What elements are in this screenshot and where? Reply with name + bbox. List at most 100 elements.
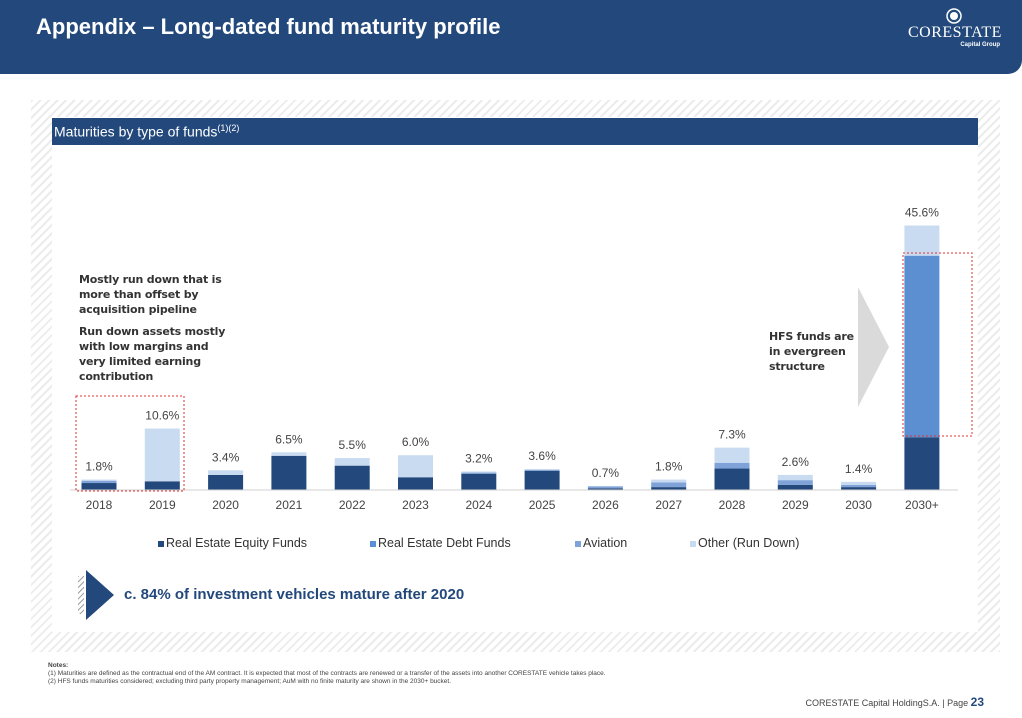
x-tick-2030: 2030 (845, 498, 872, 512)
header-bar: Appendix – Long-dated fund maturity prof… (0, 0, 1022, 74)
left-annotation-1: Mostly run down that is more than offset… (79, 272, 222, 317)
bar-aviation-2026 (587, 486, 623, 489)
total-label-2023: 6.0% (402, 435, 430, 449)
bar-aviation-2030 (841, 484, 877, 488)
right-annotation-line: structure (769, 360, 825, 373)
legend-label-aviation: Aviation (583, 536, 628, 550)
x-tick-2024: 2024 (465, 498, 492, 512)
x-tick-2025: 2025 (529, 498, 556, 512)
left-annotation-line: very limited earning (79, 355, 201, 368)
bar-aviation-2029 (777, 480, 813, 485)
bar-aviation-2025 (524, 469, 560, 471)
bar-real-estate-equity-funds-2030 (904, 437, 940, 490)
highlight-box-2018 (75, 395, 185, 492)
bar-other-run-down-2020 (208, 470, 244, 475)
x-tick-2029: 2029 (782, 498, 809, 512)
legend-item-equity: Real Estate Equity Funds (158, 536, 307, 550)
bar-real-estate-equity-funds-2030 (841, 487, 877, 490)
bar-other-run-down-2028 (714, 447, 750, 463)
logo-name: CORESTATE (908, 24, 1002, 41)
bar-real-estate-equity-funds-2029 (777, 484, 813, 490)
x-tick-2023: 2023 (402, 498, 429, 512)
bar-real-estate-equity-funds-2024 (461, 473, 497, 490)
total-labels: 1.8% 10.6% 3.4% 6.5% 5.5% 6.0% 3.2% 3.6% 0.7% 1.8… (85, 206, 939, 480)
page-number: 23 (970, 695, 984, 709)
bar-aviation-2018 (81, 480, 117, 484)
chart-legend: Real Estate Equity Funds Real Estate Deb… (0, 536, 1022, 552)
legend-swatch-equity (158, 540, 164, 547)
legend-swatch-other (690, 540, 696, 547)
bar-other-run-down-2030 (904, 225, 940, 256)
total-label-2022: 5.5% (339, 438, 367, 452)
bar-other-run-down-2021 (271, 452, 307, 456)
left-annotation-line: Run down assets mostly (79, 325, 226, 338)
total-label-2018: 1.8% (85, 460, 113, 474)
bar-other-run-down-2018 (81, 479, 117, 481)
bar-real-estate-equity-funds-2026 (587, 488, 623, 490)
right-annotation-line: in evergreen (769, 345, 846, 358)
footnote-1: (1) Maturities are defined as the contra… (48, 670, 606, 677)
logo-circle-icon (946, 8, 962, 24)
total-label-2030: 1.4% (845, 462, 873, 476)
section-title-text: Maturities by type of funds (54, 123, 218, 140)
legend-label-debt: Real Estate Debt Funds (378, 536, 511, 550)
x-tick-2018: 2018 (86, 498, 113, 512)
left-annotation-2: Run down assets mostly with low margins … (79, 324, 225, 384)
x-tick-2021: 2021 (276, 498, 303, 512)
x-tick-labels: 2018 2019 2020 2021 2022 2023 2024 2025 2026 2027… (86, 498, 939, 512)
bar-aviation-2028 (714, 462, 750, 469)
x-tick-2022: 2022 (339, 498, 366, 512)
total-label-2028: 7.3% (718, 428, 746, 442)
bar-real-estate-debt-funds-2030 (904, 255, 940, 438)
corestate-logo: CORESTATE Capital Group (908, 8, 1002, 49)
bar-real-estate-equity-funds-2018 (81, 483, 117, 490)
legend-swatch-aviation (575, 540, 581, 547)
legend-label-equity: Real Estate Equity Funds (166, 536, 308, 550)
left-annotation-line: contribution (79, 370, 154, 383)
chart-panel (52, 117, 978, 632)
bar-real-estate-equity-funds-2020 (208, 474, 244, 490)
bar-other-run-down-2023 (398, 455, 433, 478)
total-label-2025: 3.6% (528, 449, 556, 463)
left-annotation-line: more than offset by (79, 288, 199, 301)
bar-aviation-2027 (651, 482, 687, 488)
section-footnote-ref: (1)(2) (217, 123, 240, 133)
right-annotation: HFS funds are in evergreen structure (769, 329, 854, 374)
bar-other-run-down-2019 (144, 428, 180, 482)
total-label-2027: 1.8% (655, 460, 683, 474)
section-header: Maturities by type of funds(1)(2) (52, 118, 978, 145)
bar-real-estate-equity-funds-2027 (651, 487, 687, 490)
right-annotation-line: HFS funds are (769, 330, 854, 343)
bar-group (81, 225, 940, 490)
footer: CORESTATE Capital HoldingS.A. | Page 23 (806, 695, 984, 709)
total-label-2021: 6.5% (275, 432, 303, 446)
x-tick-2026: 2026 (592, 498, 619, 512)
highlight-box-2030-plus (902, 252, 973, 437)
bar-real-estate-equity-funds-2021 (271, 455, 307, 490)
callout-chevron-icon (78, 570, 114, 620)
notes-title: Notes: (48, 662, 69, 669)
left-annotation-line: acquisition pipeline (79, 303, 197, 316)
bar-aviation-2024 (461, 472, 497, 474)
bar-other-run-down-2030 (841, 481, 877, 485)
arrow-right-icon (858, 287, 889, 407)
left-annotation-line: Mostly run down that is (79, 273, 222, 286)
total-label-2024: 3.2% (465, 451, 493, 465)
bar-other-run-down-2026 (587, 485, 623, 487)
bar-real-estate-equity-funds-2022 (334, 465, 370, 490)
bar-other-run-down-2025 (524, 469, 560, 470)
footnote-2: (2) HFS funds maturities considered; exc… (48, 678, 452, 685)
total-label-2019: 10.6% (145, 409, 179, 423)
legend-item-debt: Real Estate Debt Funds (370, 536, 511, 550)
legend-item-other: Other (Run Down) (690, 536, 799, 550)
legend-label-other: Other (Run Down) (698, 536, 800, 550)
x-tick-2020: 2020 (212, 498, 239, 512)
bar-real-estate-equity-funds-2019 (144, 481, 180, 490)
total-label-2026: 0.7% (592, 466, 620, 480)
page-title: Appendix – Long-dated fund maturity prof… (36, 14, 501, 39)
legend-item-aviation: Aviation (575, 536, 627, 550)
bar-other-run-down-2024 (461, 471, 497, 473)
x-tick-2028: 2028 (719, 498, 746, 512)
bar-other-run-down-2027 (651, 479, 687, 483)
